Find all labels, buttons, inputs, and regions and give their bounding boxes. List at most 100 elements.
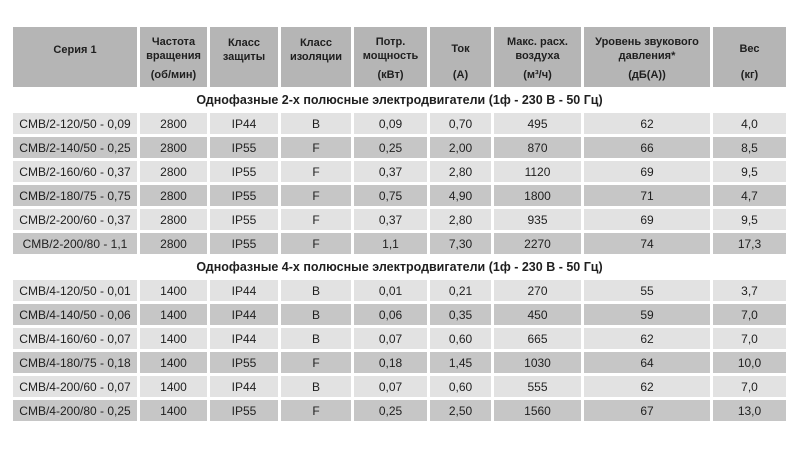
column-header-unit: [15, 70, 135, 83]
cell-value: B: [281, 113, 351, 134]
cell-value: IP55: [210, 209, 278, 230]
cell-value: 0,35: [430, 304, 491, 325]
cell-value: IP44: [210, 328, 278, 349]
cell-value: 0,75: [354, 185, 427, 206]
column-header-unit: (кВт): [377, 69, 404, 82]
cell-value: 66: [584, 137, 710, 158]
column-header-unit: (дБ(А)): [628, 69, 666, 82]
cell-value: IP44: [210, 304, 278, 325]
cell-value: IP44: [210, 280, 278, 301]
column-header-2: Класс защиты: [210, 27, 278, 87]
cell-value: 1800: [494, 185, 581, 206]
cell-series: CMB/4-180/75 - 0,18: [13, 352, 137, 373]
cell-value: 8,5: [713, 137, 786, 158]
cell-value: 0,25: [354, 400, 427, 421]
column-header-6: Макс. расх. воздуха (м³/ч): [494, 27, 581, 87]
cell-series: CMB/2-140/50 - 0,25: [13, 137, 137, 158]
cell-value: 7,30: [430, 233, 491, 254]
section-title-row: Однофазные 4-х полюсные электродвигатели…: [13, 257, 786, 277]
cell-value: 67: [584, 400, 710, 421]
cell-value: 1560: [494, 400, 581, 421]
cell-value: 0,21: [430, 280, 491, 301]
column-header-label: Класс изоляции: [289, 36, 343, 63]
table-row: CMB/4-160/60 - 0,07 1400 IP44 B 0,07 0,60 665 6…: [13, 328, 786, 349]
column-header-1: Частота вращения (об/мин): [140, 27, 207, 87]
cell-value: 0,07: [354, 376, 427, 397]
cell-value: F: [281, 400, 351, 421]
cell-value: 1400: [140, 304, 207, 325]
cell-value: 62: [584, 113, 710, 134]
cell-series: CMB/4-200/80 - 0,25: [13, 400, 137, 421]
cell-value: B: [281, 376, 351, 397]
cell-value: 2800: [140, 185, 207, 206]
cell-value: 3,7: [713, 280, 786, 301]
cell-value: 870: [494, 137, 581, 158]
cell-value: 13,0: [713, 400, 786, 421]
cell-value: 450: [494, 304, 581, 325]
cell-value: 1400: [140, 280, 207, 301]
column-header-unit: (кг): [740, 69, 759, 82]
cell-value: 270: [494, 280, 581, 301]
column-header-label: Потр. мощность: [362, 36, 419, 63]
section-title: Однофазные 4-х полюсные электродвигатели…: [13, 257, 786, 277]
table-row: CMB/4-180/75 - 0,18 1400 IP55 F 0,18 1,45 1030…: [13, 352, 786, 373]
column-header-label: Частота вращения: [146, 36, 201, 63]
cell-series: CMB/4-120/50 - 0,01: [13, 280, 137, 301]
cell-value: 0,70: [430, 113, 491, 134]
column-header-unit: (м³/ч): [523, 69, 552, 82]
cell-value: F: [281, 209, 351, 230]
cell-value: IP44: [210, 376, 278, 397]
cell-value: 74: [584, 233, 710, 254]
cell-value: 64: [584, 352, 710, 373]
cell-value: 1400: [140, 376, 207, 397]
column-header-label: Класс защиты: [222, 36, 266, 63]
cell-value: B: [281, 280, 351, 301]
cell-value: 2800: [140, 137, 207, 158]
cell-value: F: [281, 161, 351, 182]
cell-value: 17,3: [713, 233, 786, 254]
table-row: CMB/4-200/60 - 0,07 1400 IP44 B 0,07 0,60 555 6…: [13, 376, 786, 397]
column-header-7: Уровень звукового давления* (дБ(А)): [584, 27, 710, 87]
column-header-unit: (об/мин): [150, 69, 197, 82]
column-header-3: Класс изоляции: [281, 27, 351, 87]
cell-value: 495: [494, 113, 581, 134]
column-header-unit: [283, 70, 349, 83]
cell-value: F: [281, 352, 351, 373]
cell-value: 7,0: [713, 328, 786, 349]
cell-value: 2,50: [430, 400, 491, 421]
column-header-5: Ток (А): [430, 27, 491, 87]
cell-value: IP55: [210, 233, 278, 254]
column-header-unit: (А): [452, 69, 469, 82]
cell-value: 55: [584, 280, 710, 301]
section-title-row: Однофазные 2-х полюсные электродвигатели…: [13, 90, 786, 110]
cell-value: 0,09: [354, 113, 427, 134]
cell-value: 2,00: [430, 137, 491, 158]
cell-value: 59: [584, 304, 710, 325]
table-row: CMB/2-200/60 - 0,37 2800 IP55 F 0,37 2,80 935 6…: [13, 209, 786, 230]
column-header-label: Ток: [451, 43, 470, 56]
table-body: Однофазные 2-х полюсные электродвигатели…: [13, 90, 786, 421]
cell-value: 62: [584, 328, 710, 349]
cell-value: 1,1: [354, 233, 427, 254]
cell-value: IP55: [210, 352, 278, 373]
column-header-label: Уровень звукового давления*: [595, 36, 699, 63]
spec-table-container: Серия 1 Частота вращения (об/мин) Класс защ…: [13, 27, 786, 421]
cell-value: 7,0: [713, 304, 786, 325]
table-row: CMB/2-160/60 - 0,37 2800 IP55 F 0,37 2,80 1120…: [13, 161, 786, 182]
column-header-0: Серия 1: [13, 27, 137, 87]
cell-value: 1030: [494, 352, 581, 373]
cell-series: CMB/2-200/60 - 0,37: [13, 209, 137, 230]
cell-value: 0,60: [430, 328, 491, 349]
cell-value: 0,07: [354, 328, 427, 349]
cell-value: 69: [584, 161, 710, 182]
cell-value: 7,0: [713, 376, 786, 397]
cell-value: 4,0: [713, 113, 786, 134]
table-row: CMB/2-120/50 - 0,09 2800 IP44 B 0,09 0,70 495 6…: [13, 113, 786, 134]
cell-value: IP55: [210, 400, 278, 421]
cell-value: 1120: [494, 161, 581, 182]
cell-series: CMB/4-200/60 - 0,07: [13, 376, 137, 397]
table-row: CMB/2-140/50 - 0,25 2800 IP55 F 0,25 2,00 870 6…: [13, 137, 786, 158]
cell-value: 0,06: [354, 304, 427, 325]
table-row: CMB/4-200/80 - 0,25 1400 IP55 F 0,25 2,50 1560…: [13, 400, 786, 421]
cell-value: IP55: [210, 161, 278, 182]
